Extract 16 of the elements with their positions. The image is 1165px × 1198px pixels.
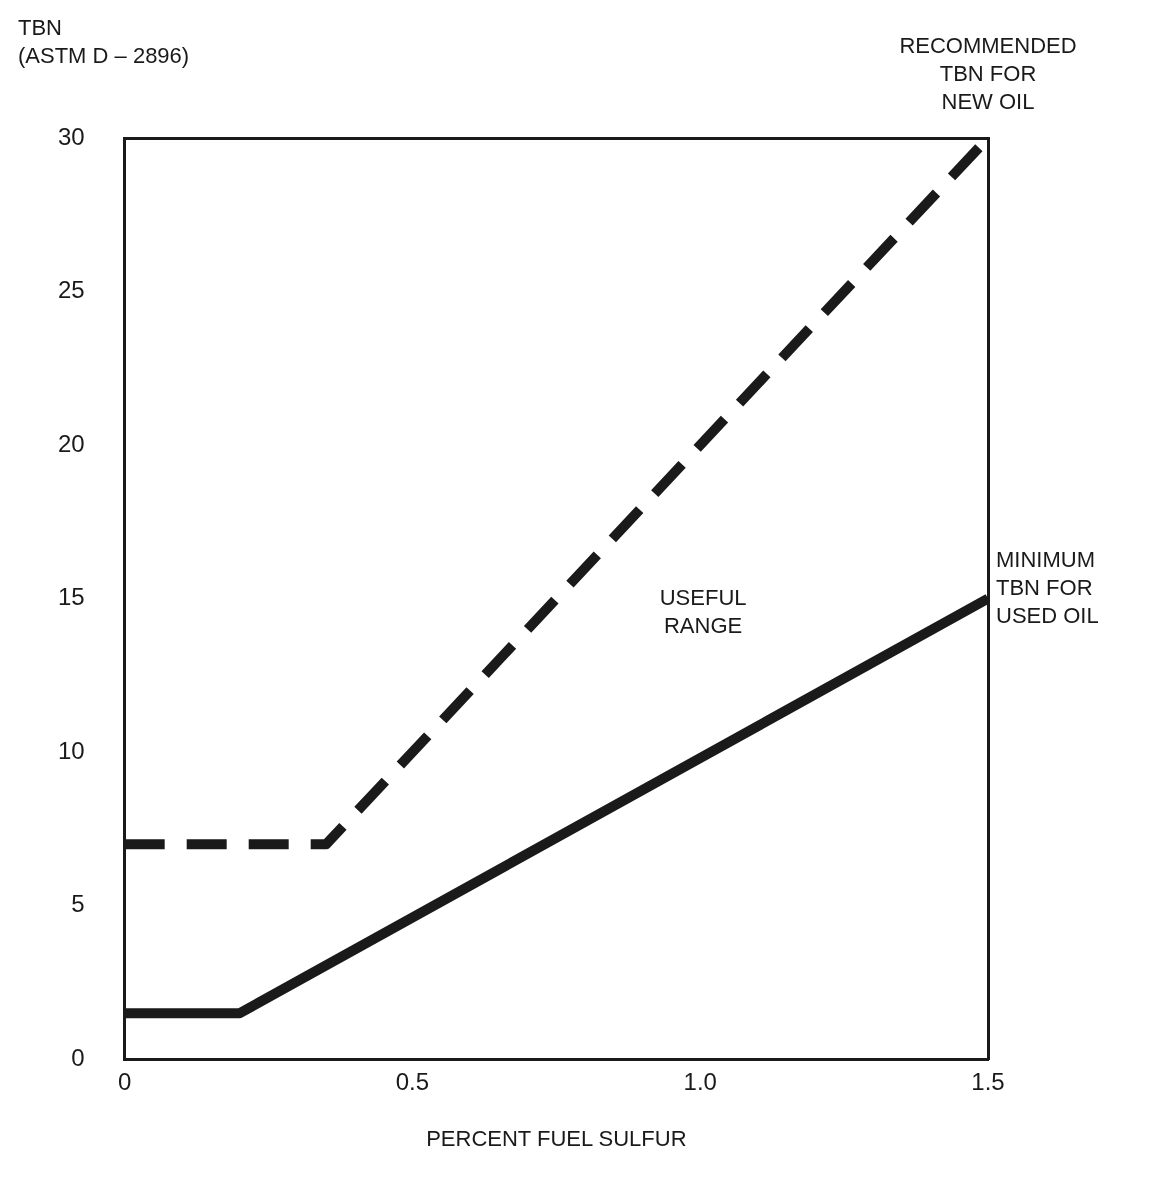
x-tick-label: 1.5 xyxy=(971,1068,1005,1096)
y-tick-label: 10 xyxy=(57,736,85,764)
x-tick-label: 1.0 xyxy=(683,1068,717,1096)
y-tick-label: 5 xyxy=(71,890,85,918)
y-tick-label: 15 xyxy=(57,583,85,611)
x-axis-title: PERCENT FUEL SULFUR xyxy=(426,1126,687,1152)
text: RECOMMENDED TBN FOR NEW OIL xyxy=(899,33,1077,115)
x-tick-label: 0 xyxy=(118,1068,132,1096)
x-tick-label: 0.5 xyxy=(395,1068,430,1096)
y-axis-title: TBN (ASTM D – 2896) xyxy=(18,15,190,69)
y-tick-label: 30 xyxy=(57,122,85,150)
annotation: USEFUL RANGE xyxy=(659,584,747,638)
series-label: MINIMUM TBN FOR USED OIL xyxy=(996,546,1099,628)
y-tick-label: 20 xyxy=(57,429,85,457)
y-tick-label: 25 xyxy=(57,276,85,304)
y-tick-label: 0 xyxy=(71,1043,85,1071)
